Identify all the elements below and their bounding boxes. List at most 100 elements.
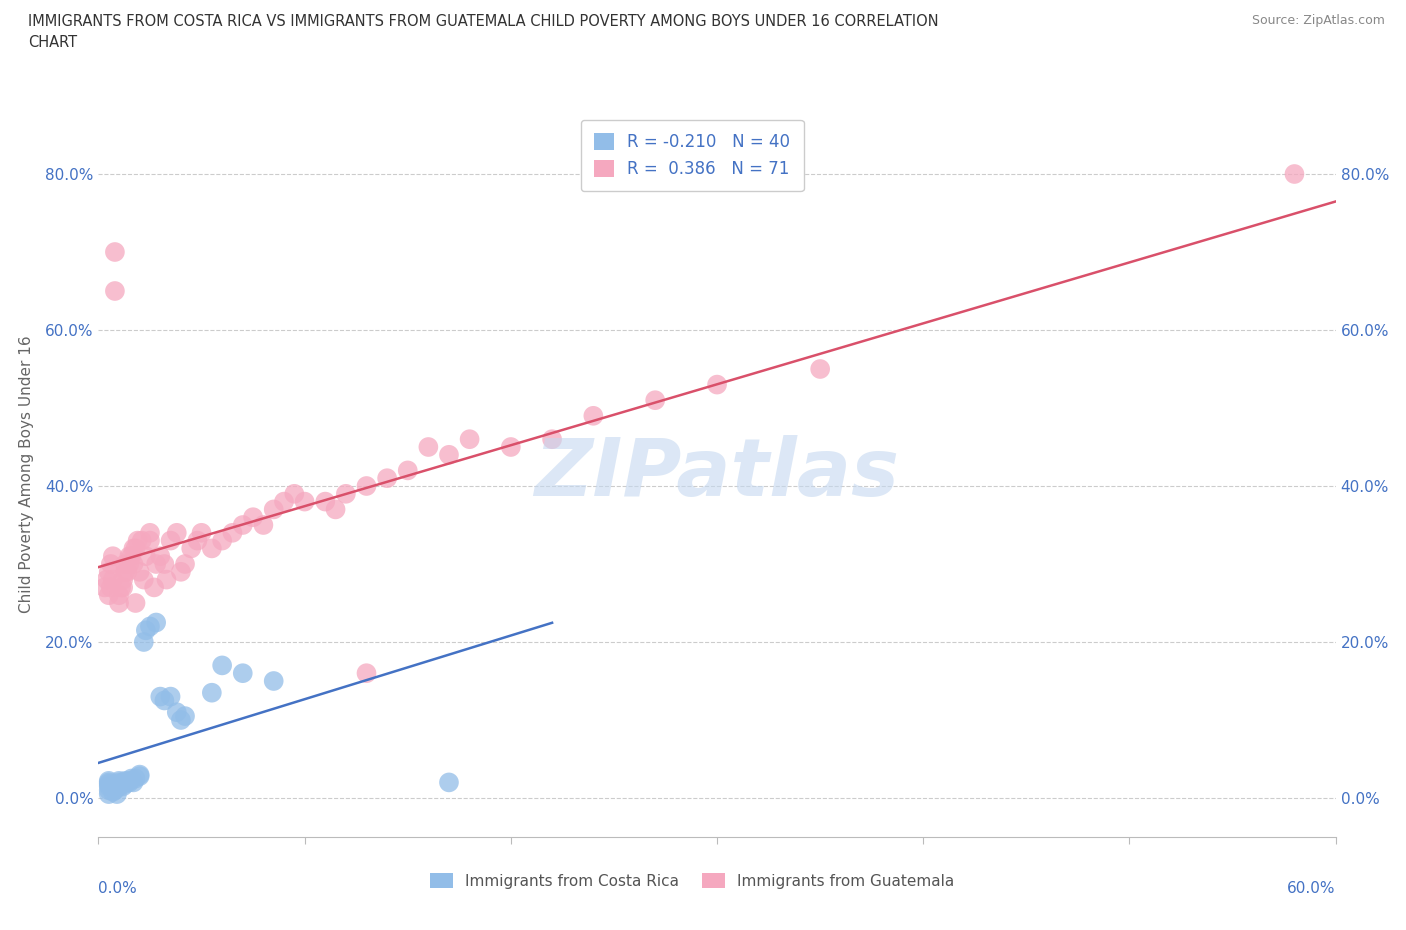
Point [166, 525, 188, 540]
Point [541, 432, 564, 446]
Point [499, 440, 522, 455]
Point [122, 541, 145, 556]
Legend: Immigrants from Costa Rica, Immigrants from Guatemala: Immigrants from Costa Rica, Immigrants f… [425, 867, 960, 895]
Point [159, 533, 181, 548]
Point [149, 549, 172, 564]
Point [112, 778, 135, 793]
Point [201, 541, 224, 556]
Point [263, 673, 285, 688]
Point [114, 556, 136, 571]
Point [314, 494, 336, 509]
Point [100, 556, 122, 571]
Point [221, 525, 243, 540]
Point [128, 769, 150, 784]
Text: ZIPatlas: ZIPatlas [534, 435, 900, 513]
Point [132, 572, 155, 587]
Point [108, 774, 131, 789]
Point [139, 533, 162, 548]
Point [143, 580, 166, 595]
Point [273, 494, 295, 509]
Point [122, 775, 145, 790]
Point [114, 774, 136, 789]
Point [97, 787, 120, 802]
Point [127, 533, 149, 548]
Point [186, 533, 208, 548]
Point [112, 775, 135, 790]
Point [149, 689, 172, 704]
Point [114, 565, 136, 579]
Text: 0.0%: 0.0% [98, 881, 138, 896]
Point [101, 549, 124, 564]
Point [335, 486, 357, 501]
Point [112, 572, 135, 587]
Point [118, 774, 141, 789]
Point [174, 556, 197, 571]
Point [201, 685, 224, 700]
Point [124, 771, 146, 786]
Point [283, 486, 305, 501]
Point [104, 245, 127, 259]
Point [97, 774, 120, 789]
Point [108, 595, 131, 610]
Text: 60.0%: 60.0% [1288, 881, 1336, 896]
Point [97, 783, 120, 798]
Point [118, 549, 141, 564]
Point [190, 525, 212, 540]
Point [437, 775, 460, 790]
Point [808, 362, 831, 377]
Point [118, 775, 141, 790]
Point [128, 565, 150, 579]
Text: Source: ZipAtlas.com: Source: ZipAtlas.com [1251, 14, 1385, 27]
Point [180, 541, 202, 556]
Point [232, 518, 254, 533]
Point [582, 408, 605, 423]
Point [170, 565, 193, 579]
Point [375, 471, 398, 485]
Point [108, 777, 131, 791]
Point [418, 440, 440, 455]
Point [124, 595, 146, 610]
Point [644, 392, 666, 407]
Point [153, 556, 176, 571]
Point [396, 463, 419, 478]
Point [93, 580, 115, 595]
Point [252, 518, 274, 533]
Point [97, 565, 120, 579]
Point [174, 709, 197, 724]
Point [97, 775, 120, 790]
Point [131, 533, 153, 548]
Point [101, 572, 124, 587]
Point [135, 623, 157, 638]
Point [170, 712, 193, 727]
Point [132, 634, 155, 649]
Text: CHART: CHART [28, 35, 77, 50]
Point [122, 556, 145, 571]
Point [242, 510, 264, 525]
Point [232, 666, 254, 681]
Text: IMMIGRANTS FROM COSTA RICA VS IMMIGRANTS FROM GUATEMALA CHILD POVERTY AMONG BOYS: IMMIGRANTS FROM COSTA RICA VS IMMIGRANTS… [28, 14, 939, 29]
Point [105, 787, 128, 802]
Point [211, 658, 233, 672]
Point [211, 533, 233, 548]
Point [458, 432, 481, 446]
Point [118, 556, 141, 571]
Point [104, 783, 127, 798]
Point [128, 767, 150, 782]
Point [110, 580, 132, 595]
Point [120, 771, 142, 786]
Point [114, 777, 136, 791]
Point [108, 588, 131, 603]
Point [97, 778, 120, 793]
Point [145, 556, 167, 571]
Point [104, 284, 127, 299]
Point [120, 549, 142, 564]
Point [139, 525, 162, 540]
Point [97, 777, 120, 791]
Point [108, 775, 131, 790]
Point [117, 565, 139, 579]
Point [104, 781, 127, 796]
Point [706, 378, 728, 392]
Point [356, 666, 378, 681]
Point [155, 572, 177, 587]
Point [166, 705, 188, 720]
